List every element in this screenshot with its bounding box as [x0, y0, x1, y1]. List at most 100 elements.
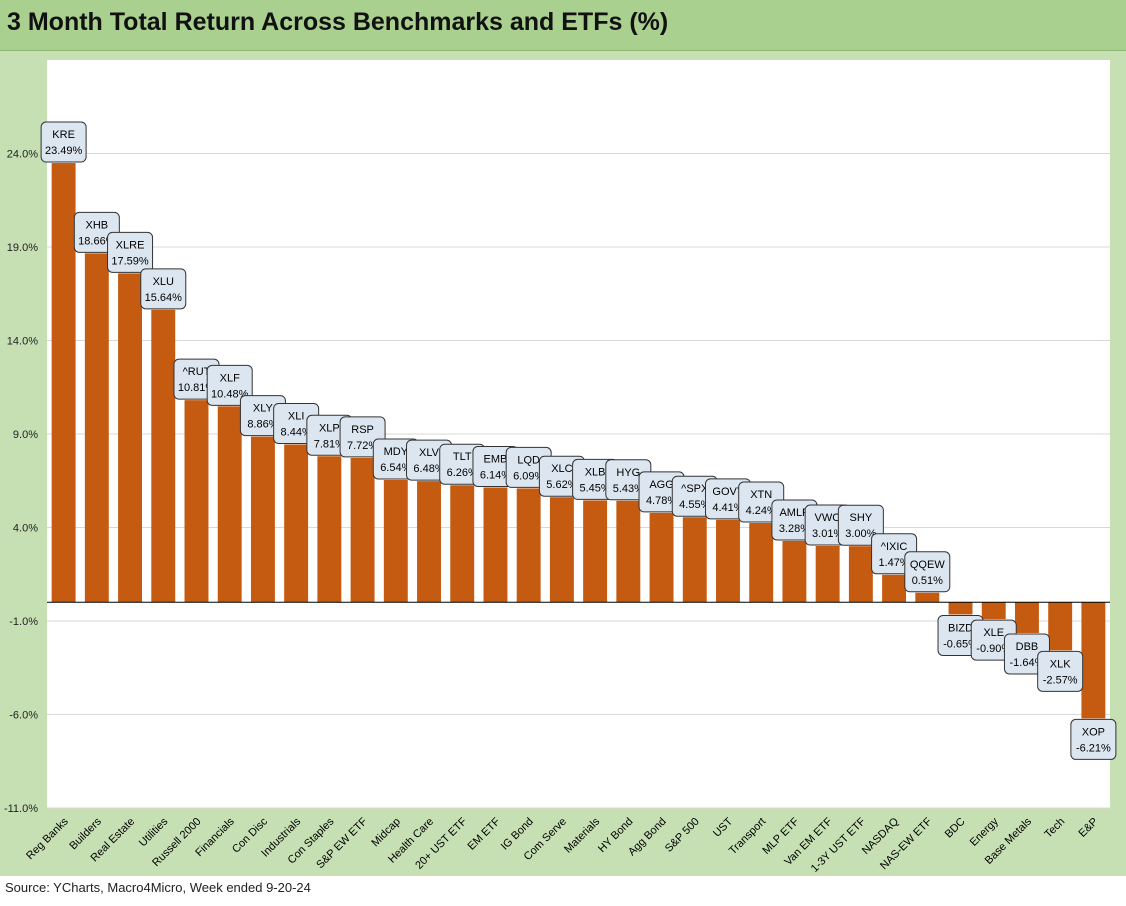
chart-title: 3 Month Total Return Across Benchmarks a…	[7, 8, 669, 36]
data-label-value: 23.49%	[45, 145, 83, 157]
x-tick-label: Materials	[562, 815, 602, 855]
bar-xhb	[84, 253, 109, 603]
data-label-ticker: XHB	[86, 219, 109, 231]
y-tick-label: 14.0%	[7, 336, 38, 348]
data-label-value: 3.28%	[779, 523, 810, 535]
x-tick-label: UST	[711, 815, 735, 839]
bars	[51, 163, 1106, 719]
data-label: QQEW 0.51%	[904, 551, 951, 593]
data-label-ticker: TLT	[453, 451, 472, 463]
bar-lqd	[516, 488, 541, 603]
data-label-box	[904, 551, 951, 593]
data-label-ticker: RSP	[351, 424, 374, 436]
data-label-value: 7.72%	[347, 440, 378, 452]
bar-dbb	[1014, 602, 1039, 633]
data-label-ticker: XLI	[288, 410, 305, 422]
data-label-value: 4.41%	[712, 502, 743, 514]
data-label-box	[40, 121, 87, 163]
data-label-ticker: BIZD	[948, 622, 973, 634]
y-tick-label: 9.0%	[13, 429, 38, 441]
y-tick-label: -1.0%	[9, 616, 38, 628]
bar-chart: 24.0%19.0%14.0%9.0%4.0%-1.0%-6.0%-11.0% …	[4, 60, 1117, 875]
data-label: XLU 15.64%	[140, 268, 187, 310]
bar-hyg	[616, 500, 641, 603]
bar-vwo	[815, 546, 840, 603]
y-tick-label: 4.0%	[13, 523, 38, 535]
data-label-ticker: ^RUT	[183, 366, 211, 378]
data-label-ticker: QQEW	[910, 559, 945, 571]
y-axis-ticks: 24.0% 19.0% 14.0% 9.0% 4.0% -1.0% -6.0% -11.0%	[4, 149, 38, 816]
bar-rut	[184, 400, 209, 603]
data-label-ticker: DBB	[1016, 641, 1039, 653]
data-label-value: 3.01%	[812, 528, 843, 540]
x-tick-label: S&P 500	[663, 816, 702, 855]
data-label-box	[206, 364, 253, 406]
data-label-value: 6.54%	[380, 462, 411, 474]
data-label-value: 8.86%	[247, 419, 278, 431]
bar-xlp	[317, 456, 342, 603]
bar-mdy	[383, 480, 408, 603]
bar-xlu	[151, 309, 176, 603]
data-label-value: -2.57%	[1043, 674, 1078, 686]
data-label: XOP -6.21%	[1070, 718, 1117, 760]
data-label-value: 4.78%	[646, 495, 677, 507]
bar-kre	[51, 163, 76, 603]
data-label-box	[140, 268, 187, 310]
x-tick-label: E&P	[1076, 816, 1100, 840]
y-tick-label: 19.0%	[7, 242, 38, 254]
x-tick-label: BDC	[943, 816, 968, 841]
data-label-value: 6.48%	[413, 463, 444, 475]
data-label-value: 10.48%	[211, 388, 249, 400]
bar-rsp	[350, 457, 375, 603]
data-label-value: 7.81%	[314, 438, 345, 450]
data-label-ticker: EMB	[484, 453, 508, 465]
bar-xlb	[583, 500, 608, 603]
data-label-value: 5.62%	[546, 479, 577, 491]
data-label-ticker: XLK	[1050, 658, 1071, 670]
data-label-ticker: XLRE	[116, 239, 145, 251]
bar-xop	[1081, 602, 1106, 719]
data-label-ticker: XLB	[585, 466, 606, 478]
bar-ixic	[882, 574, 907, 603]
bar-xlk	[1048, 602, 1073, 651]
data-label-value: 6.09%	[513, 470, 544, 482]
data-label-box	[107, 231, 154, 273]
data-label-ticker: SHY	[850, 512, 873, 524]
data-labels: KRE 23.49% XHB 18.66% XLRE 17.59% XLU 15.64% ^RU…	[40, 121, 1117, 760]
data-label-box	[1037, 650, 1084, 692]
data-label-ticker: KRE	[52, 129, 75, 141]
data-label-ticker: XLE	[983, 627, 1004, 639]
data-label-value: 15.64%	[145, 292, 183, 304]
bar-tlt	[450, 485, 475, 603]
bar-shy	[848, 546, 873, 603]
data-label-ticker: GOVT	[712, 486, 743, 498]
data-label-value: 5.45%	[580, 482, 611, 494]
data-label: SHY 3.00%	[837, 504, 884, 546]
data-label-ticker: VWO	[815, 512, 842, 524]
bar-govt	[716, 519, 740, 603]
data-label-value: 0.51%	[912, 575, 943, 587]
data-label-box	[837, 504, 884, 546]
data-label-value: 8.44%	[281, 426, 312, 438]
data-label-ticker: AGG	[649, 479, 673, 491]
source-note: Source: YCharts, Macro4Micro, Week ended…	[5, 880, 311, 895]
y-tick-label: -11.0%	[4, 803, 38, 815]
data-label-value: -1.64%	[1010, 657, 1045, 669]
data-label-value: 3.00%	[845, 528, 876, 540]
data-label-ticker: AMLP	[779, 507, 809, 519]
data-label-ticker: XLV	[419, 447, 440, 459]
title-bar: 3 Month Total Return Across Benchmarks a…	[0, 0, 1126, 51]
data-label-value: 17.59%	[111, 255, 149, 267]
bar-agg	[649, 512, 674, 603]
data-label-ticker: XLF	[220, 372, 240, 384]
data-label-ticker: XTN	[750, 489, 772, 501]
data-label-ticker: XLP	[319, 422, 340, 434]
data-label: XLK -2.57%	[1037, 650, 1084, 692]
data-label-ticker: XLC	[551, 463, 572, 475]
bar-xli	[284, 444, 309, 603]
bar-xlv	[417, 481, 441, 603]
data-label-ticker: HYG	[616, 467, 640, 479]
data-label-ticker: MDY	[384, 446, 409, 458]
data-label-value: 6.26%	[447, 467, 478, 479]
